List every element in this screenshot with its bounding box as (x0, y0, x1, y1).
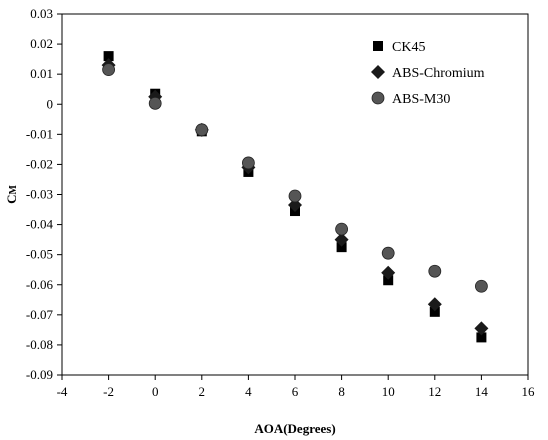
y-tick-label: -0.09 (26, 367, 53, 382)
y-tick-label: -0.04 (26, 217, 54, 232)
data-point (288, 198, 302, 213)
x-tick-label: -4 (57, 384, 68, 399)
legend-label: ABS-M30 (392, 92, 450, 107)
y-tick-label: -0.08 (26, 337, 53, 352)
data-point (148, 96, 162, 110)
y-tick-label: 0 (47, 96, 54, 111)
data-point (474, 321, 489, 336)
data-point (102, 63, 115, 77)
x-tick-label: 10 (382, 384, 395, 399)
data-point (195, 123, 209, 137)
y-tick-label: -0.01 (26, 126, 53, 141)
data-point (288, 189, 302, 203)
data-point (474, 279, 488, 293)
data-points (101, 51, 489, 343)
y-tick-label: -0.03 (26, 187, 53, 202)
x-axis-title: AOA(Degrees) (254, 421, 335, 436)
data-point (334, 232, 349, 247)
y-axis-title: CM (4, 185, 19, 204)
y-tick-label: -0.07 (26, 307, 54, 322)
legend-marker (371, 91, 385, 105)
x-tick-label: 8 (338, 384, 345, 399)
x-tick-label: 4 (245, 384, 252, 399)
x-tick-label: 2 (199, 384, 206, 399)
y-tick-label: -0.02 (26, 156, 53, 171)
legend-marker (373, 41, 383, 51)
data-point (429, 306, 440, 317)
y-tick-label: -0.05 (26, 247, 53, 262)
x-tick-label: 0 (152, 384, 159, 399)
y-tick-label: 0.02 (30, 36, 53, 51)
data-point (427, 297, 442, 312)
legend-label: CK45 (392, 40, 425, 55)
data-point (476, 332, 487, 343)
legend-label: ABS-Chromium (392, 66, 485, 81)
x-tick-label: 14 (475, 384, 489, 399)
legend-marker (371, 65, 385, 79)
data-point (335, 222, 349, 236)
x-tick-label: 6 (292, 384, 299, 399)
data-point (241, 156, 255, 170)
series-abs-m30 (102, 63, 488, 293)
x-tick-label: 12 (428, 384, 441, 399)
data-point (103, 51, 114, 62)
y-tick-label: 0.01 (30, 66, 53, 81)
data-point (381, 265, 396, 280)
data-point (381, 246, 395, 260)
data-point (336, 242, 347, 253)
y-tick-label: 0.03 (30, 6, 53, 21)
data-point (428, 264, 442, 278)
data-point (383, 275, 394, 286)
y-tick-label: -0.06 (26, 277, 54, 292)
y-axis-title-main: C (4, 195, 19, 204)
y-axis-title-subscript: M (8, 185, 19, 195)
ticks: 0.03 0.02 0.01 0 -0.01 -0.02 -0.03 -0.04 -0.05 -0… (26, 6, 535, 399)
legend: CK45 ABS-Chromium ABS-M30 (371, 40, 485, 107)
x-tick-label: -2 (103, 384, 114, 399)
x-tick-label: 16 (522, 384, 536, 399)
